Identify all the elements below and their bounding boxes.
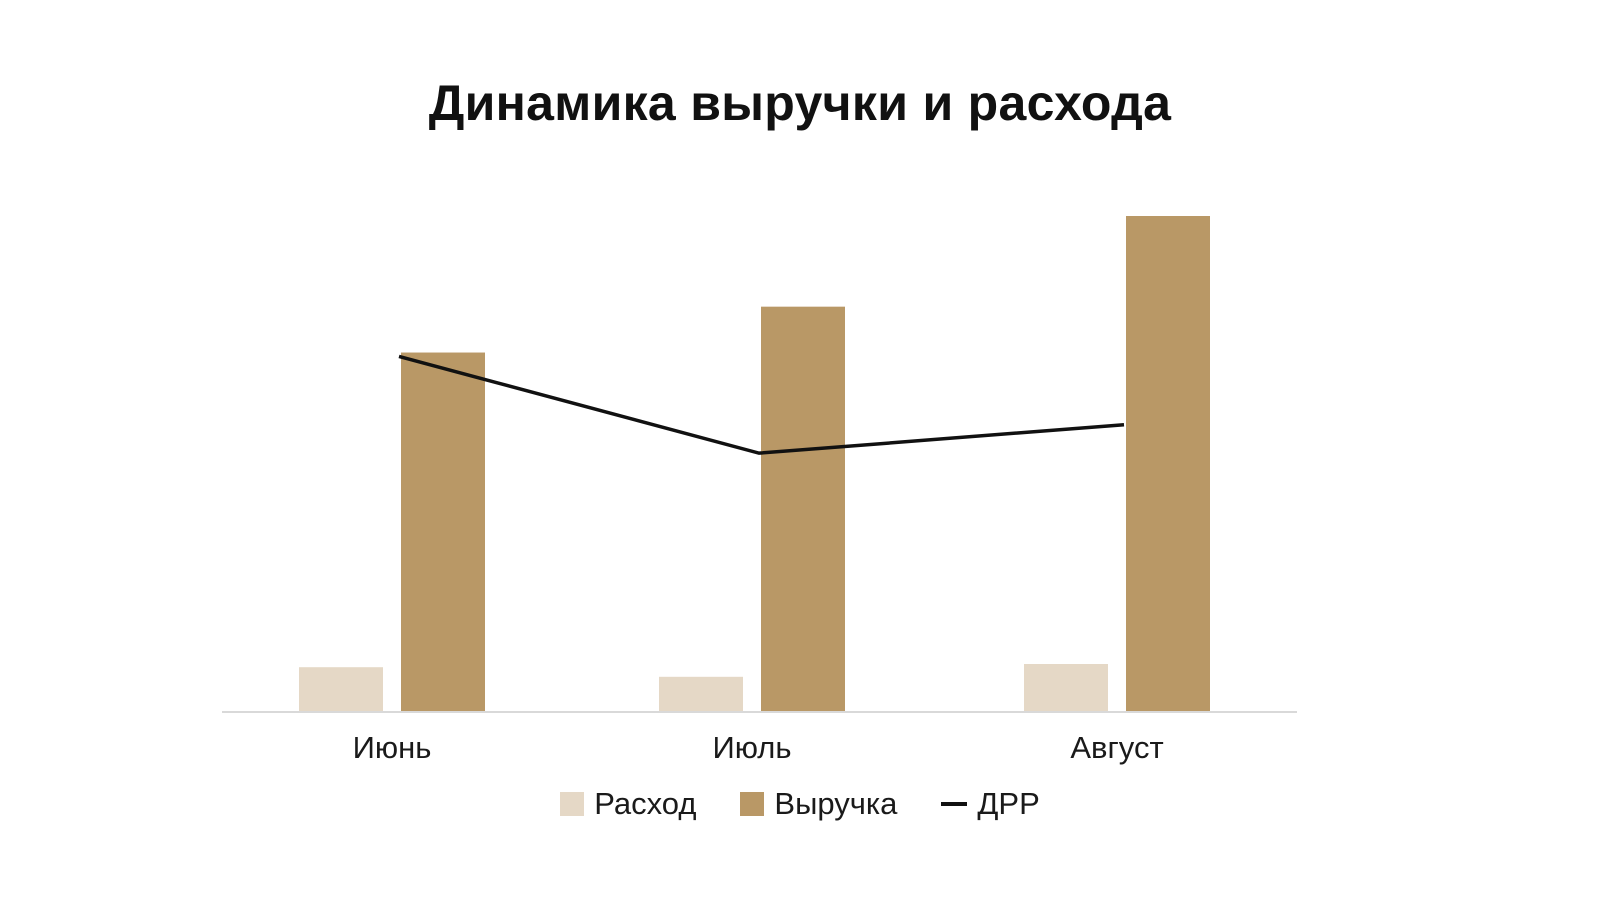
bar-expense-2 (659, 676, 743, 712)
bar-revenue-2 (761, 306, 845, 712)
x-tick-labels: Июнь Июль Август (353, 730, 1164, 765)
bar-expense-1 (299, 667, 383, 712)
x-tick-label-2: Июль (712, 730, 791, 765)
legend-label-expense: Расход (594, 786, 697, 821)
legend-item-revenue[interactable]: Выручка (740, 786, 897, 822)
x-tick-label-3: Август (1070, 730, 1163, 765)
legend-swatch-expense (560, 792, 585, 816)
legend-line-drr (941, 802, 968, 806)
bars-layer (299, 216, 1210, 712)
legend-swatch-revenue (740, 792, 765, 816)
x-tick-label-1: Июнь (353, 730, 432, 765)
legend-label-revenue: Выручка (774, 786, 898, 821)
bar-revenue-3 (1126, 216, 1210, 712)
legend-item-expense[interactable]: Расход (560, 786, 696, 822)
line-layer (398, 354, 1125, 455)
legend-label-drr: ДРР (977, 786, 1040, 821)
legend: Расход Выручка ДРР (0, 786, 1600, 822)
series-line-drr (398, 354, 1125, 455)
bar-revenue-1 (401, 352, 485, 712)
bar-expense-3 (1024, 664, 1108, 712)
legend-item-drr[interactable]: ДРР (941, 786, 1040, 822)
chart-title: Динамика выручки и расхода (428, 75, 1172, 131)
